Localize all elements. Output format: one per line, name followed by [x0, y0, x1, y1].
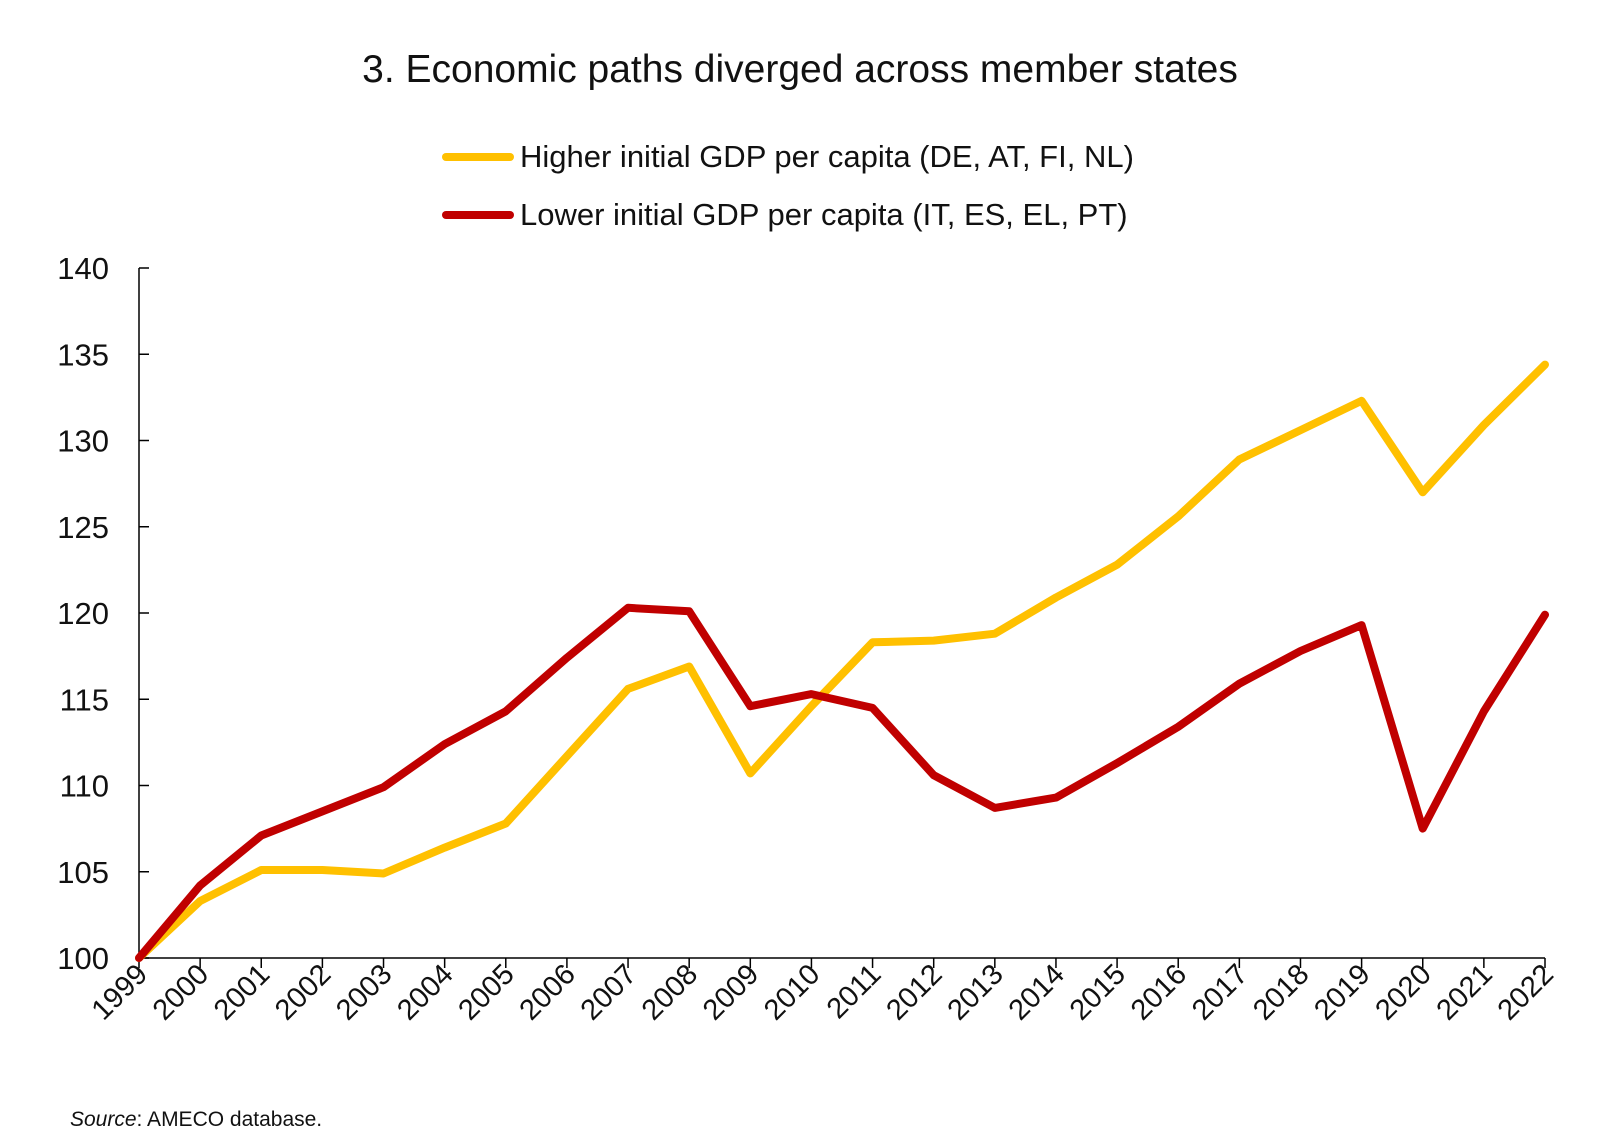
x-tick-label-2002: 2002 [269, 958, 337, 1026]
y-tick-label-140: 140 [57, 251, 109, 286]
x-tick-label-2010: 2010 [758, 958, 826, 1026]
legend-label-higher: Higher initial GDP per capita (DE, AT, F… [520, 139, 1134, 174]
y-tick-label-110: 110 [60, 769, 109, 804]
y-tick-label-135: 135 [57, 337, 109, 372]
legend-item-lower: Lower initial GDP per capita (IT, ES, EL… [442, 186, 1134, 244]
line-chart: 1001051101151201251301351401999200020012… [57, 251, 1560, 1027]
x-tick-label-2015: 2015 [1064, 958, 1132, 1026]
x-tick-label-2020: 2020 [1369, 958, 1437, 1026]
x-tick-label-2006: 2006 [514, 958, 582, 1026]
x-tick-label-2009: 2009 [697, 958, 765, 1026]
x-tick-label-2018: 2018 [1247, 958, 1315, 1026]
legend-swatch-higher [442, 153, 514, 161]
x-tick-label-2004: 2004 [391, 958, 459, 1026]
source-note: Source: AMECO database. [70, 1108, 322, 1132]
legend-swatch-lower [442, 211, 514, 219]
chart-title: 3. Economic paths diverged across member… [362, 48, 1238, 91]
x-tick-label-2011: 2011 [821, 958, 888, 1025]
legend-item-higher: Higher initial GDP per capita (DE, AT, F… [442, 128, 1134, 186]
series-line-higher [135, 360, 1549, 962]
y-tick-label-125: 125 [57, 510, 109, 545]
x-tick-label-2014: 2014 [1003, 958, 1071, 1026]
x-tick-label-2017: 2017 [1186, 958, 1254, 1026]
legend: Higher initial GDP per capita (DE, AT, F… [442, 128, 1134, 244]
series-line-lower [135, 603, 1549, 962]
x-tick-label-2000: 2000 [147, 958, 215, 1026]
x-tick-label-2003: 2003 [330, 958, 398, 1026]
y-tick-label-130: 130 [57, 424, 109, 459]
y-tick-label-105: 105 [57, 855, 109, 890]
y-tick-label-115: 115 [60, 682, 109, 717]
y-tick-label-100: 100 [57, 941, 109, 976]
y-tick-label-120: 120 [57, 596, 109, 631]
x-tick-label-2019: 2019 [1308, 958, 1376, 1026]
x-tick-label-2016: 2016 [1125, 958, 1193, 1026]
x-tick-label-2007: 2007 [575, 958, 643, 1026]
x-tick-label-2001: 2001 [208, 958, 276, 1026]
source-label: Source [70, 1108, 137, 1131]
x-tick-label-2012: 2012 [880, 958, 948, 1026]
x-tick-label-2013: 2013 [942, 958, 1010, 1026]
source-text: : AMECO database. [136, 1108, 323, 1131]
x-tick-label-2022: 2022 [1492, 958, 1560, 1026]
legend-label-lower: Lower initial GDP per capita (IT, ES, EL… [520, 197, 1128, 232]
x-tick-label-2008: 2008 [636, 958, 704, 1026]
x-tick-label-2021: 2021 [1431, 958, 1499, 1026]
x-tick-label-2005: 2005 [452, 958, 520, 1026]
